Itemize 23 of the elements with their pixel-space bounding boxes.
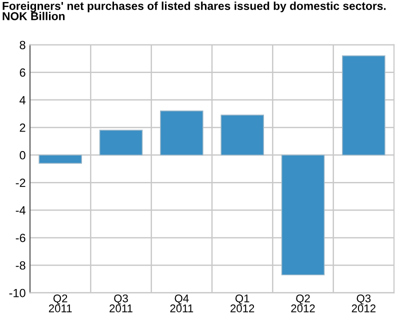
- bar: [99, 130, 143, 156]
- y-tick-label: 8: [20, 40, 26, 50]
- x-tick-label: Q2 2011: [48, 294, 72, 312]
- y-tick-label: 4: [20, 96, 26, 104]
- chart-title: Foreigners' net purchases of listed shares issued by domestic sectors. NOK Billion: [2, 2, 386, 20]
- bar: [220, 114, 264, 156]
- x-tick-label: Q4 2011: [170, 294, 194, 312]
- x-tick-label: Q3 2012: [352, 294, 376, 312]
- y-tick-label: -2: [16, 178, 26, 187]
- y-tick-label: -6: [16, 234, 26, 242]
- bar: [160, 110, 204, 156]
- bar: [38, 154, 82, 164]
- y-tick-label: 0: [20, 151, 26, 160]
- y-tick-label: -4: [16, 206, 26, 214]
- y-tick-label: 6: [20, 68, 26, 77]
- x-tick-label: Q3 2011: [110, 294, 132, 312]
- x-tick-label: Q1 2012: [230, 294, 254, 312]
- bar: [342, 55, 386, 156]
- x-tick-label: Q2 2012: [291, 294, 315, 312]
- bar: [281, 154, 325, 276]
- y-tick-label: -8: [16, 261, 26, 270]
- y-tick-label: 2: [20, 124, 26, 132]
- y-tick-label: -10: [9, 288, 26, 298]
